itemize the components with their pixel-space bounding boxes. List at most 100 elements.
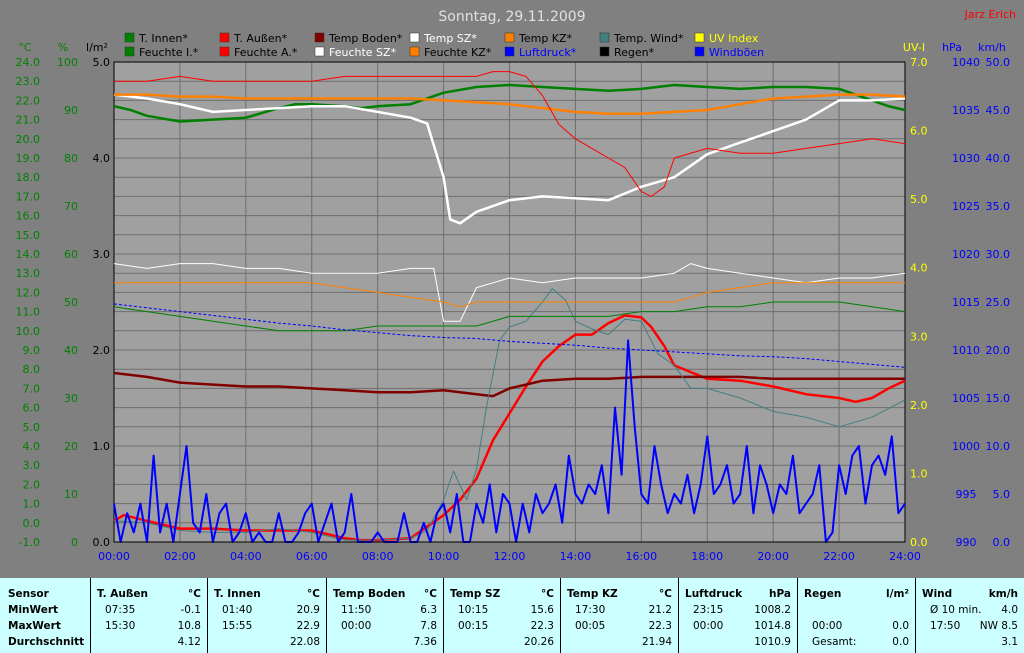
- y-tick-label: 2.0: [23, 478, 41, 491]
- y-tick-label: 15.0: [986, 392, 1011, 405]
- stat-time: 00:00: [693, 620, 724, 632]
- y-tick-label: 11.0: [16, 306, 41, 319]
- axis-unit-label: °C: [18, 41, 32, 54]
- column-unit: °C: [307, 588, 320, 600]
- legend-label: Feuchte I.*: [139, 46, 199, 59]
- y-tick-label: 30: [64, 392, 78, 405]
- series-line: [114, 282, 905, 308]
- x-tick-label: 06:00: [296, 550, 328, 563]
- legend-label: T. Innen*: [138, 32, 188, 45]
- x-tick-label: 08:00: [362, 550, 394, 563]
- stats-column: Temp KZ °C 17:30 21.2 00:05 22.3 21.94: [560, 578, 678, 653]
- series-line: [113, 301, 906, 332]
- y-tick-label: 10.0: [16, 325, 41, 338]
- stat-value: 6.3: [420, 604, 437, 616]
- axis-unit-label: km/h: [978, 41, 1006, 54]
- series-line: [113, 263, 906, 322]
- legend-swatch: [219, 32, 230, 43]
- x-tick-label: 18:00: [691, 550, 723, 563]
- y-tick-label: 100: [57, 56, 78, 69]
- column-unit: °C: [659, 588, 672, 600]
- column-unit: °C: [424, 588, 437, 600]
- y-tick-label: 12.0: [16, 286, 41, 299]
- author-label: Jarz Erich: [964, 8, 1016, 21]
- column-header: Temp KZ: [567, 588, 618, 600]
- stat-value: 0.0: [892, 636, 909, 648]
- stat-value: 1010.9: [754, 636, 791, 648]
- y-tick-label: 3.0: [23, 459, 41, 472]
- y-tick-label: 1.0: [23, 498, 41, 511]
- y-tick-label: 70: [64, 200, 78, 213]
- stat-value: NW 8.5: [979, 620, 1018, 632]
- sensor-header: Sensor: [8, 588, 49, 600]
- stat-value: 22.9: [296, 620, 320, 632]
- statistics-table: Sensor MinWert MaxWert Durchschnitt T. A…: [0, 578, 1024, 653]
- y-tick-label: 2.0: [93, 344, 111, 357]
- stat-time: Ø 10 min.: [930, 604, 982, 616]
- y-tick-label: 1030: [952, 152, 980, 165]
- stat-value: 15.6: [530, 604, 554, 616]
- stat-time: 07:35: [105, 604, 136, 616]
- legend-swatch: [314, 46, 325, 57]
- y-tick-label: 25.0: [986, 296, 1011, 309]
- y-tick-label: 20.0: [986, 344, 1011, 357]
- stat-value: 4.12: [177, 636, 201, 648]
- column-unit: °C: [188, 588, 201, 600]
- x-tick-label: 00:00: [98, 550, 130, 563]
- legend-swatch: [314, 32, 325, 43]
- stats-column: T. Innen °C 01:40 20.9 15:55 22.9 22.08: [207, 578, 326, 653]
- stat-value: 4.0: [1001, 604, 1018, 616]
- stat-value: 22.08: [289, 636, 320, 648]
- legend-label: Temp SZ*: [423, 32, 477, 45]
- y-tick-label: 13.0: [16, 267, 41, 280]
- axis-unit-label: UV-I: [903, 41, 925, 54]
- column-header: Temp Boden: [333, 588, 406, 600]
- stat-time: 00:00: [341, 620, 372, 632]
- series-line: [113, 371, 905, 398]
- y-tick-label: 4.0: [23, 440, 41, 453]
- legend-swatch: [504, 32, 515, 43]
- column-unit: hPa: [769, 588, 791, 600]
- stat-value: 1014.8: [754, 620, 791, 632]
- y-tick-label: 60: [64, 248, 78, 261]
- legend-swatch: [694, 46, 705, 57]
- legend-label: Temp Boden*: [328, 32, 403, 45]
- stats-column: T. Außen °C 07:35 -0.1 15:30 10.8 4.12: [90, 578, 207, 653]
- column-header: Regen: [804, 588, 842, 600]
- y-tick-label: 990: [956, 536, 977, 549]
- y-tick-label: 40: [64, 344, 78, 357]
- stat-time: 23:15: [693, 604, 724, 616]
- y-tick-label: 40.0: [986, 152, 1011, 165]
- y-tick-label: 1.0: [910, 467, 928, 480]
- stats-column: Temp SZ °C 10:15 15.6 00:15 22.3 20.26: [443, 578, 560, 653]
- legend-swatch: [124, 32, 135, 43]
- y-tick-label: 7.0: [910, 56, 928, 69]
- x-tick-label: 22:00: [823, 550, 855, 563]
- y-tick-label: 30.0: [986, 248, 1011, 261]
- y-tick-label: 90: [64, 104, 78, 117]
- stat-value: -0.1: [180, 604, 202, 616]
- y-tick-label: 80: [64, 152, 78, 165]
- series-line: [113, 339, 906, 543]
- stats-column: Temp Boden °C 11:50 6.3 00:00 7.8 7.36: [326, 578, 443, 653]
- x-tick-label: 20:00: [757, 550, 789, 563]
- y-tick-label: 1000: [952, 440, 980, 453]
- series-line: [114, 93, 906, 116]
- stat-value: 21.94: [641, 636, 672, 648]
- column-header: Luftdruck: [685, 588, 743, 600]
- y-tick-label: 45.0: [986, 104, 1011, 117]
- column-header: Wind: [922, 588, 953, 600]
- stat-value: 22.3: [648, 620, 672, 632]
- legend-label: Temp KZ*: [518, 32, 573, 45]
- legend-swatch: [124, 46, 135, 57]
- stat-value: 20.26: [523, 636, 554, 648]
- y-tick-label: 0.0: [23, 517, 41, 530]
- y-tick-label: 1035: [952, 104, 980, 117]
- y-tick-label: 6.0: [23, 402, 41, 415]
- y-tick-label: 1005: [952, 392, 980, 405]
- x-tick-label: 14:00: [560, 550, 592, 563]
- y-tick-label: 5.0: [910, 193, 928, 206]
- stat-time: 10:15: [458, 604, 489, 616]
- row-label-min: MinWert: [8, 604, 59, 616]
- y-tick-label: 10: [64, 488, 78, 501]
